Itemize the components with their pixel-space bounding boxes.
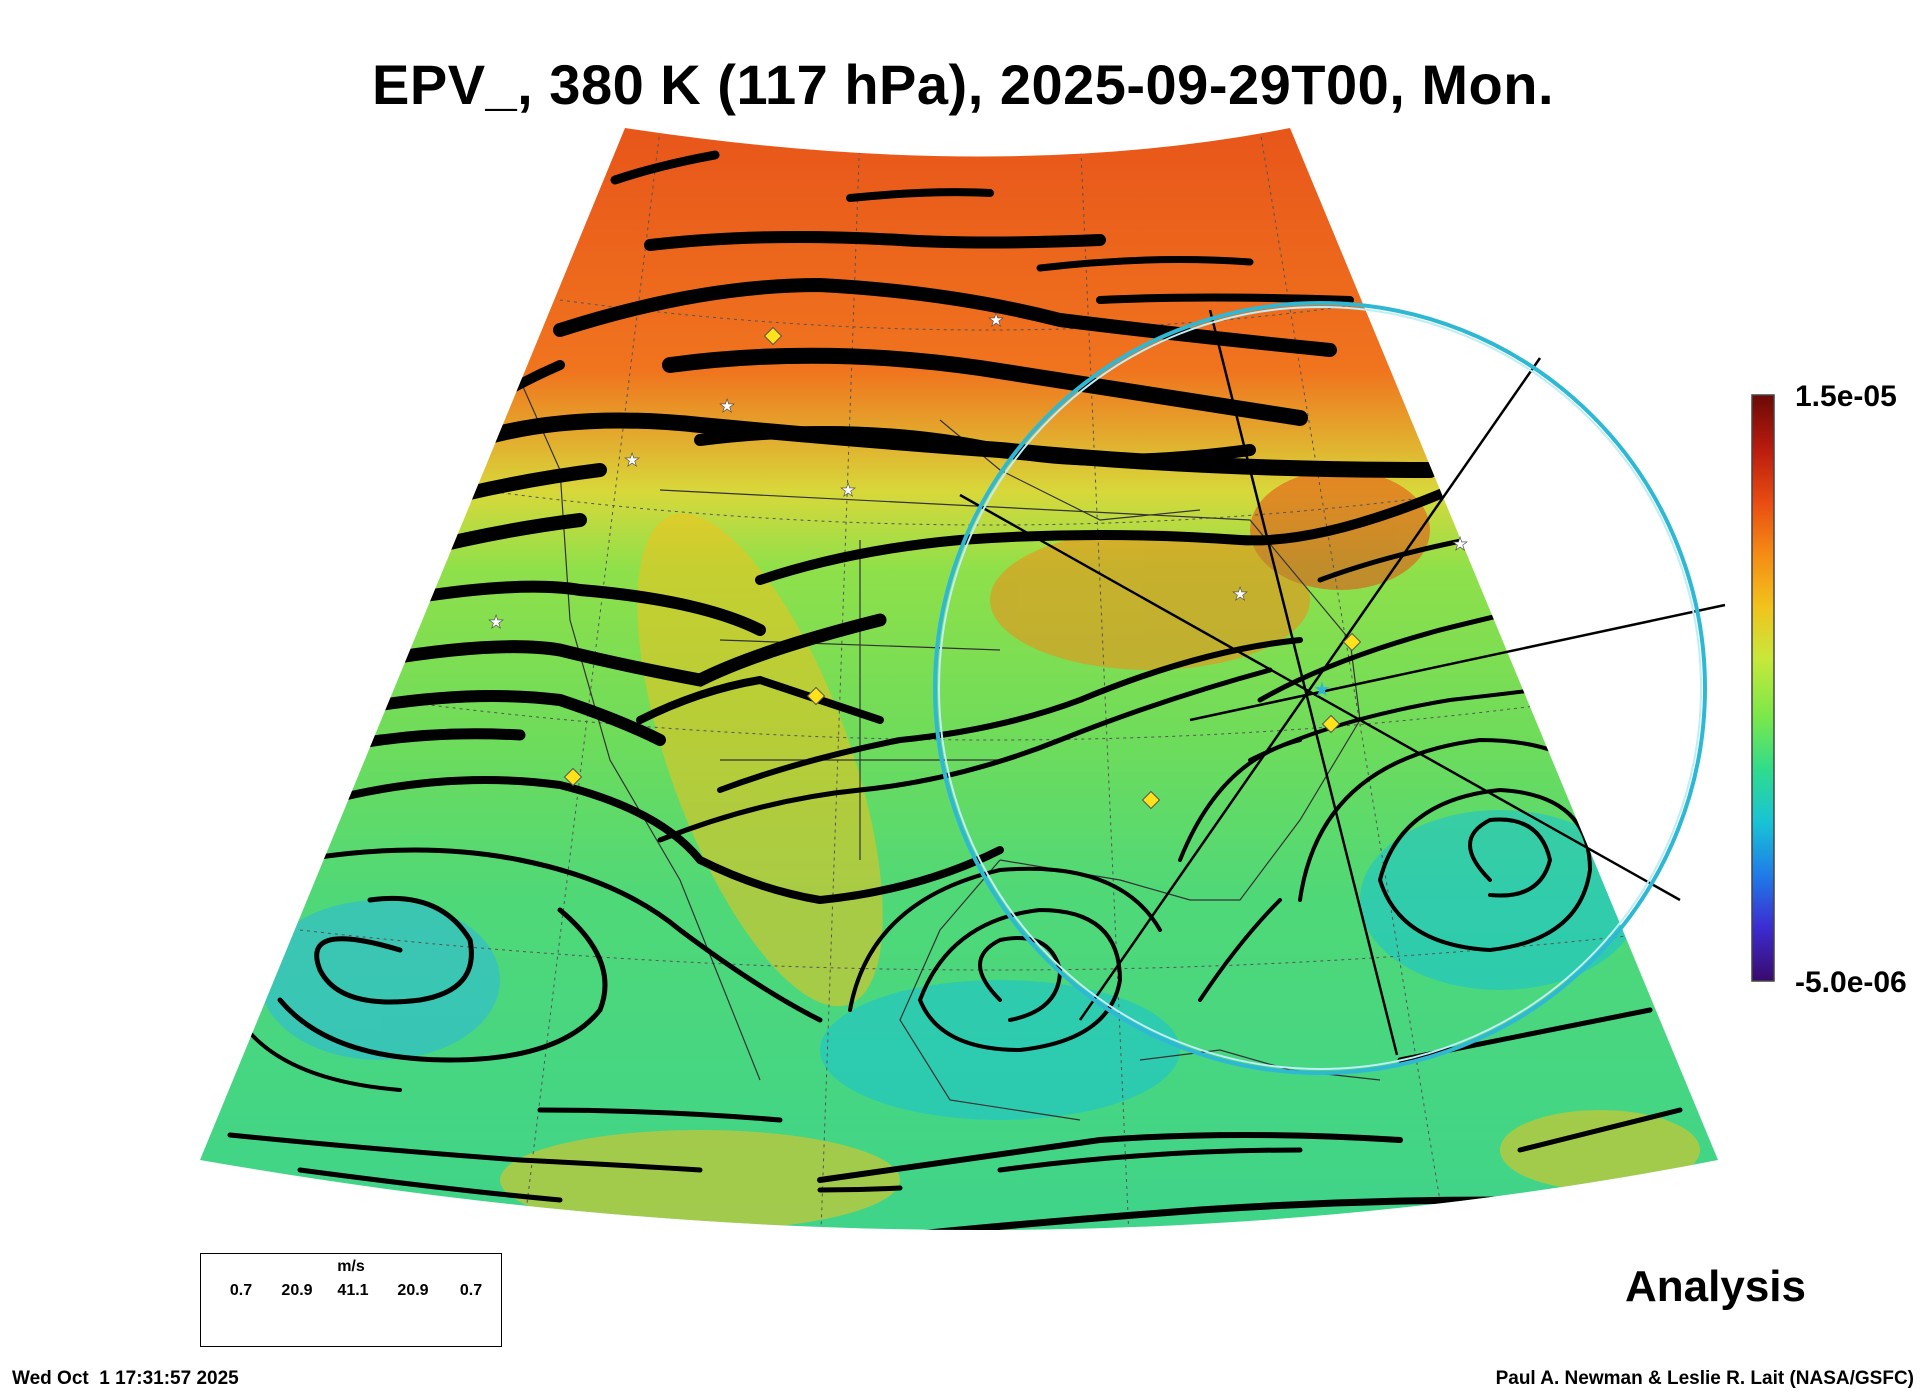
wind-legend-unit: m/s (337, 1258, 365, 1275)
star-marker: ★ (840, 480, 856, 500)
diamond-marker (1342, 632, 1362, 652)
wind-speed-legend: m/s 0.7 20.9 41.1 20.9 0.7 (200, 1253, 502, 1347)
star-marker: ★ (988, 310, 1004, 330)
colorbar-max-label: 1.5e-05 (1795, 380, 1897, 413)
wind-legend-value: 0.7 (229, 1282, 253, 1299)
diamond-marker (763, 326, 783, 346)
wind-legend-value: 0.7 (459, 1282, 483, 1299)
station-markers: ★ ★ ★ ★ ★ ★ ★ (488, 310, 1468, 810)
diamond-marker (806, 686, 826, 706)
trajectory-overlay: ★ (933, 301, 1726, 1075)
wind-legend-value: 20.9 (397, 1282, 429, 1299)
diamond-marker (1141, 790, 1161, 810)
colorbar-min-label: -5.0e-06 (1795, 966, 1907, 999)
star-marker: ★ (719, 396, 735, 416)
epv-field (200, 128, 1718, 1230)
wind-legend-value: 41.1 (337, 1282, 369, 1299)
star-marker: ★ (624, 450, 640, 470)
range-circle (933, 301, 1707, 1075)
star-marker: ★ (1232, 584, 1248, 604)
map-title: EPV_, 380 K (117 hPa), 2025-09-29T00, Mo… (371, 53, 1554, 116)
star-marker: ★ (488, 612, 504, 632)
footer-credit: Paul A. Newman & Leslie R. Lait (NASA/GS… (1495, 1368, 1914, 1389)
colorbar (1751, 394, 1775, 982)
product-label: Analysis (1625, 1262, 1806, 1311)
diamond-marker (1321, 714, 1341, 734)
coastlines (519, 379, 1381, 1121)
star-marker: ★ (1452, 534, 1468, 554)
diamond-marker (563, 767, 583, 787)
footer-timestamp: Wed Oct 1 17:31:57 2025 (12, 1368, 239, 1389)
wind-legend-value: 20.9 (281, 1282, 313, 1299)
center-star-icon: ★ (1313, 679, 1331, 701)
